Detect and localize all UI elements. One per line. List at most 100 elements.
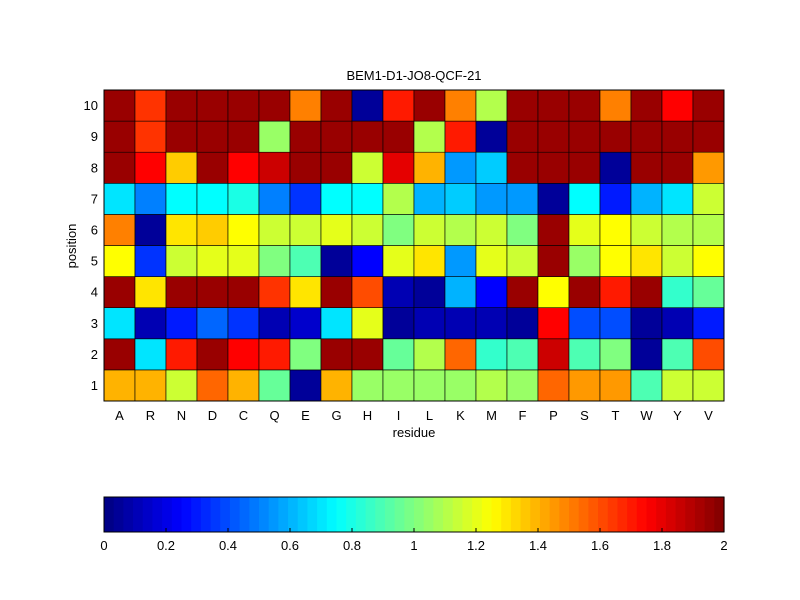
heatmap-cell-N-7 — [165, 183, 198, 215]
heatmap-cell-M-2 — [475, 338, 508, 371]
colorbar-step — [249, 497, 260, 532]
x-tick-label: D — [208, 408, 217, 423]
heatmap-cell-Y-7 — [661, 183, 694, 215]
heatmap-cell-D-9 — [196, 120, 229, 153]
colorbar-step — [607, 497, 619, 532]
heatmap-cell-V-1 — [692, 369, 725, 402]
colorbar-step — [404, 497, 415, 532]
heatmap-cell-V-5 — [692, 245, 725, 277]
colorbar-step — [268, 497, 279, 532]
y-tick-label: 8 — [91, 160, 98, 175]
heatmap-cell-C-4 — [227, 276, 260, 309]
y-tick-label: 3 — [91, 316, 98, 331]
y-tick-labels: 1 2 3 4 5 6 7 8 9 10 — [84, 98, 98, 393]
heatmap-cell-S-10 — [568, 89, 601, 122]
colorbar-step — [481, 497, 493, 532]
heatmap-cell-L-9 — [413, 120, 446, 153]
colorbar-step — [210, 497, 221, 532]
heatmap-cell-Q-5 — [258, 245, 291, 277]
x-tick-label: N — [177, 408, 186, 423]
colorbar-step — [694, 497, 706, 532]
heatmap-cell-K-1 — [444, 369, 477, 402]
heatmap-cell-Y-9 — [661, 120, 694, 153]
y-axis-label: position — [64, 224, 79, 269]
heatmap-cell-Q-10 — [258, 89, 291, 122]
colorbar-step — [152, 497, 163, 532]
y-tick-label: 2 — [91, 347, 98, 362]
heatmap-cell-Y-8 — [661, 151, 694, 184]
heatmap-cell-P-4 — [537, 276, 570, 309]
heatmap-cell-H-7 — [351, 183, 384, 215]
heatmap-cell-S-3 — [568, 307, 601, 340]
colorbar-step — [549, 497, 560, 532]
colorbar-tick-label: 1 — [410, 538, 417, 553]
x-tick-label: Y — [673, 408, 682, 423]
heatmap-cell-Y-3 — [661, 307, 694, 340]
heatmap-cell-F-8 — [506, 151, 539, 184]
heatmap-cell-H-4 — [351, 276, 384, 309]
heatmap-cell-D-8 — [196, 151, 229, 184]
heatmap-cell-R-8 — [134, 151, 167, 184]
heatmap-cell-H-1 — [351, 369, 384, 402]
heatmap-cell-I-4 — [382, 276, 415, 309]
x-tick-label: C — [239, 408, 248, 423]
heatmap-cell-E-4 — [289, 276, 322, 309]
heatmap-cell-F-7 — [506, 183, 539, 215]
heatmap-cell-T-5 — [599, 245, 632, 277]
heatmap-cell-D-7 — [196, 183, 229, 215]
heatmap-cell-C-6 — [227, 214, 260, 246]
heatmap-cell-I-9 — [382, 120, 415, 153]
x-tick-label: G — [331, 408, 341, 423]
heatmap-cell-M-10 — [475, 89, 508, 122]
heatmap-cell-C-1 — [227, 369, 260, 402]
heatmap-cell-L-1 — [413, 369, 446, 402]
colorbar-step — [229, 497, 241, 532]
colorbar-step — [452, 497, 464, 532]
colorbar-step — [539, 497, 551, 532]
heatmap-cell-T-3 — [599, 307, 632, 340]
heatmap-cell-P-8 — [537, 151, 570, 184]
heatmap-cell-Y-6 — [661, 214, 694, 246]
heatmap-cell-A-4 — [103, 276, 136, 309]
heatmap-cell-R-4 — [134, 276, 167, 309]
heatmap-cell-G-8 — [320, 151, 353, 184]
x-tick-label: K — [456, 408, 465, 423]
heatmap-cell-G-4 — [320, 276, 353, 309]
colorbar-step — [394, 497, 405, 532]
heatmap-cell-P-9 — [537, 120, 570, 153]
colorbar-step — [472, 497, 483, 532]
heatmap-cell-K-4 — [444, 276, 477, 309]
x-tick-label: L — [426, 408, 433, 423]
heatmap-cell-L-6 — [413, 214, 446, 246]
heatmap-cell-E-9 — [289, 120, 322, 153]
heatmap-cell-G-7 — [320, 183, 353, 215]
heatmap-cell-A-1 — [103, 369, 136, 402]
colorbar-step — [307, 497, 318, 532]
heatmap-cell-T-8 — [599, 151, 632, 184]
heatmap-cell-K-8 — [444, 151, 477, 184]
heatmap-cell-L-5 — [413, 245, 446, 277]
heatmap-cell-W-4 — [630, 276, 663, 309]
heatmap-cell-T-9 — [599, 120, 632, 153]
y-tick-label: 6 — [91, 222, 98, 237]
colorbar-step — [423, 497, 434, 532]
heatmap-cell-K-10 — [444, 89, 477, 122]
heatmap-cell-E-6 — [289, 214, 322, 246]
x-tick-label: W — [640, 408, 653, 423]
heatmap-cell-A-5 — [103, 245, 136, 277]
colorbar-step — [559, 497, 570, 532]
colorbar-tick-label: 0.4 — [219, 538, 237, 553]
heatmap-cell-N-2 — [165, 338, 198, 371]
heatmap-cell-I-5 — [382, 245, 415, 277]
colorbar-step — [220, 497, 231, 532]
heatmap-cell-A-3 — [103, 307, 136, 340]
heatmap-cell-G-10 — [320, 89, 353, 122]
heatmap-cell-D-3 — [196, 307, 229, 340]
heatmap-cell-I-8 — [382, 151, 415, 184]
colorbar-tick-label: 1.8 — [653, 538, 671, 553]
colorbar-step — [501, 497, 512, 532]
heatmap-cell-M-9 — [475, 120, 508, 153]
heatmap-cell-C-7 — [227, 183, 260, 215]
heatmap-cell-G-9 — [320, 120, 353, 153]
